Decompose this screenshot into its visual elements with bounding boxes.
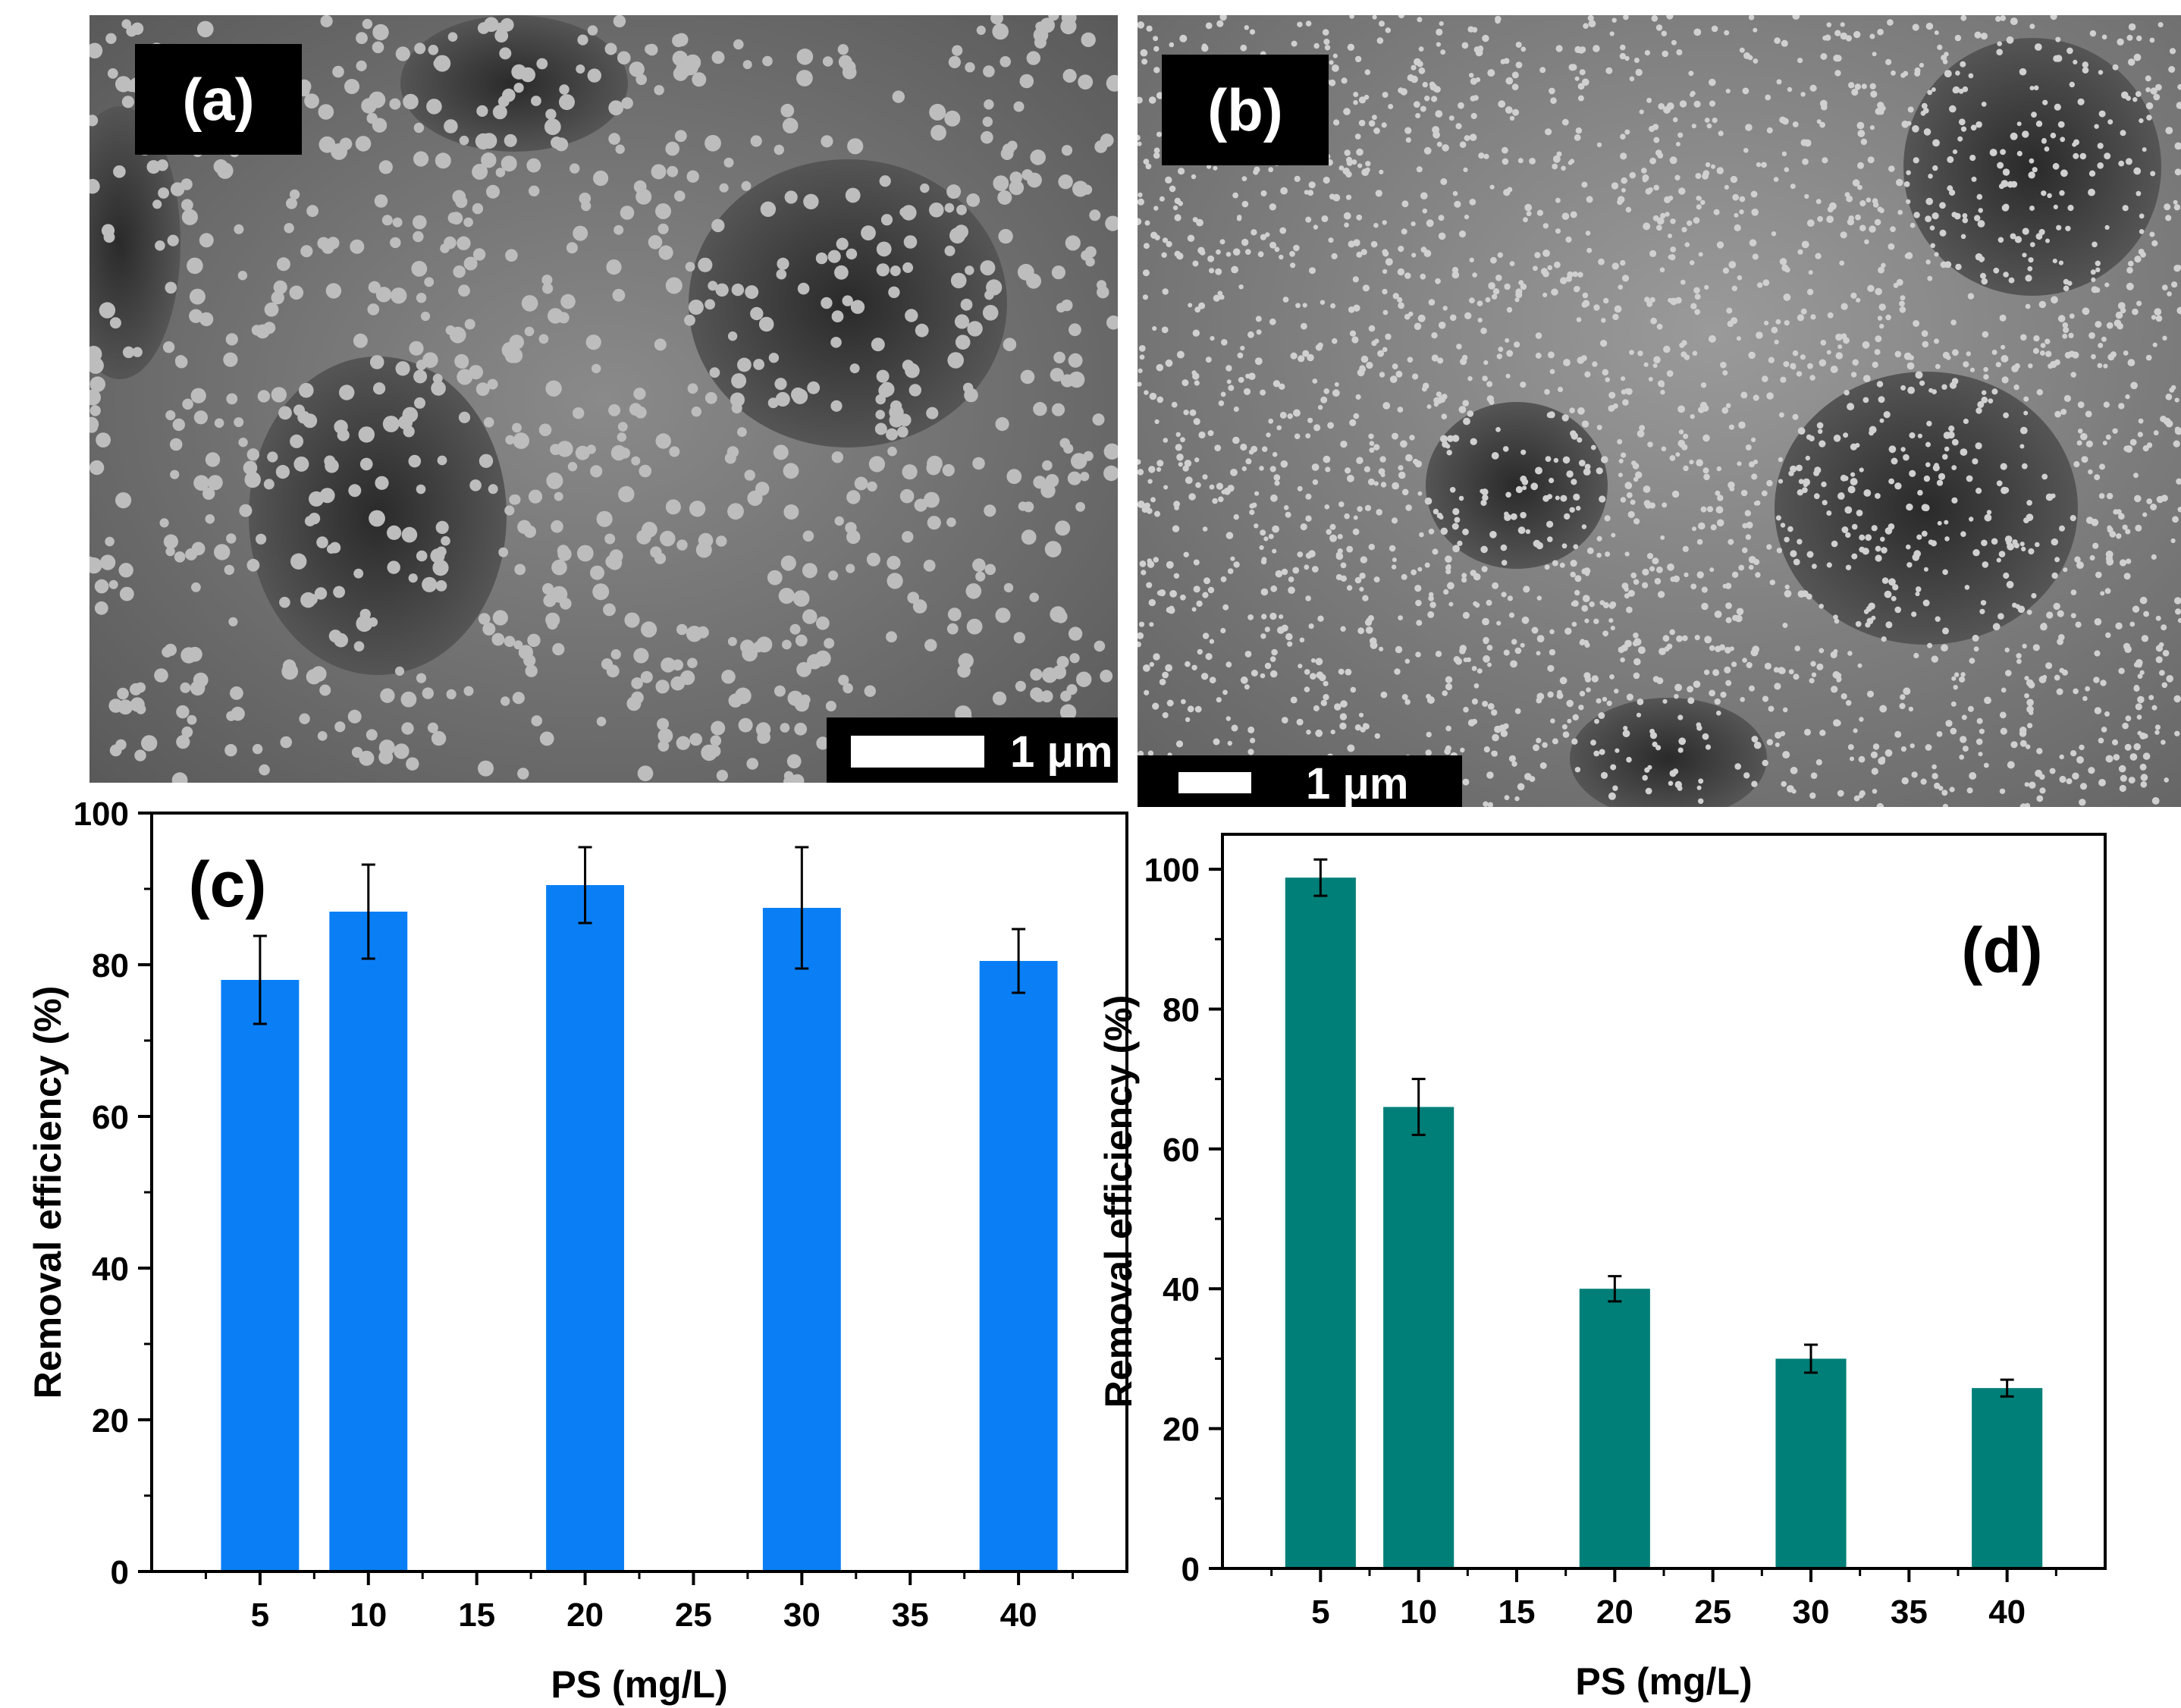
x-tick-label-c-15: 15 [458, 1597, 495, 1634]
error-bar-d-5 [1313, 858, 1328, 897]
bar-d-10 [1383, 1107, 1455, 1568]
bar-c-30 [762, 908, 841, 1571]
y-tick-label-d-80: 80 [1163, 991, 1200, 1028]
x-tick-label-d-25: 25 [1694, 1593, 1731, 1631]
y-tick-label-d-20: 20 [1163, 1411, 1200, 1449]
scale-bar-text-b: 1 μm [1306, 759, 1409, 807]
scale-bar-b: 1 μm [1138, 755, 1462, 807]
y-tick-label-c-40: 40 [92, 1251, 129, 1288]
bar-c-10 [329, 912, 408, 1571]
sem-image-b: (b) 1 μm [1138, 15, 2181, 807]
x-tick-label-d-30: 30 [1793, 1593, 1830, 1631]
x-axis-label-d: PS (mg/L) [1575, 1660, 1752, 1703]
x-axis-label-c: PS (mg/L) [551, 1663, 727, 1706]
y-axis-label-c: Removal efficiency (%) [27, 986, 69, 1399]
bar-d-5 [1285, 878, 1356, 1568]
y-tick-label-c-20: 20 [92, 1402, 129, 1440]
y-tick-label-d-40: 40 [1163, 1271, 1200, 1308]
bar-d-20 [1579, 1289, 1650, 1568]
error-bar-d-20 [1608, 1275, 1622, 1303]
y-tick-label-d-0: 0 [1182, 1551, 1200, 1588]
x-tick-label-d-15: 15 [1498, 1593, 1536, 1631]
error-bar-d-10 [1411, 1078, 1426, 1136]
panel-label-a: (a) [135, 44, 302, 155]
x-tick-label-d-20: 20 [1596, 1593, 1633, 1631]
x-tick-label-c-30: 30 [783, 1597, 821, 1634]
x-tick-label-d-35: 35 [1891, 1593, 1928, 1631]
x-tick-label-c-40: 40 [1000, 1597, 1037, 1634]
x-tick-label-c-25: 25 [675, 1597, 712, 1634]
scale-bar-a: 1 μm [827, 717, 1118, 783]
y-tick-label-c-0: 0 [111, 1554, 129, 1591]
error-bar-d-30 [1804, 1343, 1818, 1374]
bar-c-40 [979, 961, 1058, 1571]
y-tick-label-d-100: 100 [1144, 852, 1200, 889]
sem-texture-a [89, 15, 1118, 783]
chart-c: 0 20 40 60 80 100 5 10 15 20 25 30 35 40 PS (mg/L) Remo… [27, 796, 1128, 1706]
sem-image-a: (a) 1 μm [89, 15, 1118, 783]
scale-bar-text-a: 1 μm [1010, 727, 1113, 777]
panel-label-b: (b) [1162, 55, 1329, 165]
panel-label-c: (c) [189, 849, 267, 920]
y-tick-label-c-80: 80 [92, 947, 129, 984]
scale-bar-line-b [1178, 772, 1251, 793]
bar-c-20 [546, 885, 624, 1571]
x-tick-label-d-40: 40 [1988, 1593, 2026, 1631]
error-bar-c-20 [578, 846, 592, 925]
panel-label-d: (d) [1961, 915, 2042, 986]
scale-bar-line-a [851, 736, 984, 768]
x-tick-label-c-5: 5 [251, 1597, 269, 1634]
x-tick-label-d-5: 5 [1311, 1593, 1329, 1631]
error-bar-c-30 [795, 846, 809, 970]
error-bar-d-40 [2000, 1378, 2014, 1398]
bar-d-40 [1972, 1388, 2043, 1568]
y-axis-label-d: Removal efficiency (%) [1097, 995, 1140, 1408]
x-tick-label-c-20: 20 [566, 1597, 604, 1634]
bar-d-30 [1775, 1358, 1847, 1568]
x-tick-label-c-35: 35 [892, 1597, 929, 1634]
y-tick-label-c-100: 100 [74, 796, 129, 833]
x-tick-label-c-10: 10 [350, 1597, 387, 1634]
error-bar-c-5 [253, 934, 267, 1025]
error-bar-c-40 [1012, 928, 1026, 994]
y-tick-label-c-60: 60 [92, 1099, 129, 1136]
error-bar-c-10 [361, 863, 375, 960]
bar-c-5 [221, 980, 300, 1571]
x-tick-label-d-10: 10 [1400, 1593, 1437, 1631]
y-tick-label-d-60: 60 [1163, 1132, 1200, 1169]
chart-d: 0 20 40 60 80 100 5 10 15 20 25 30 35 40 PS (mg/L) Remo… [1097, 833, 2107, 1703]
